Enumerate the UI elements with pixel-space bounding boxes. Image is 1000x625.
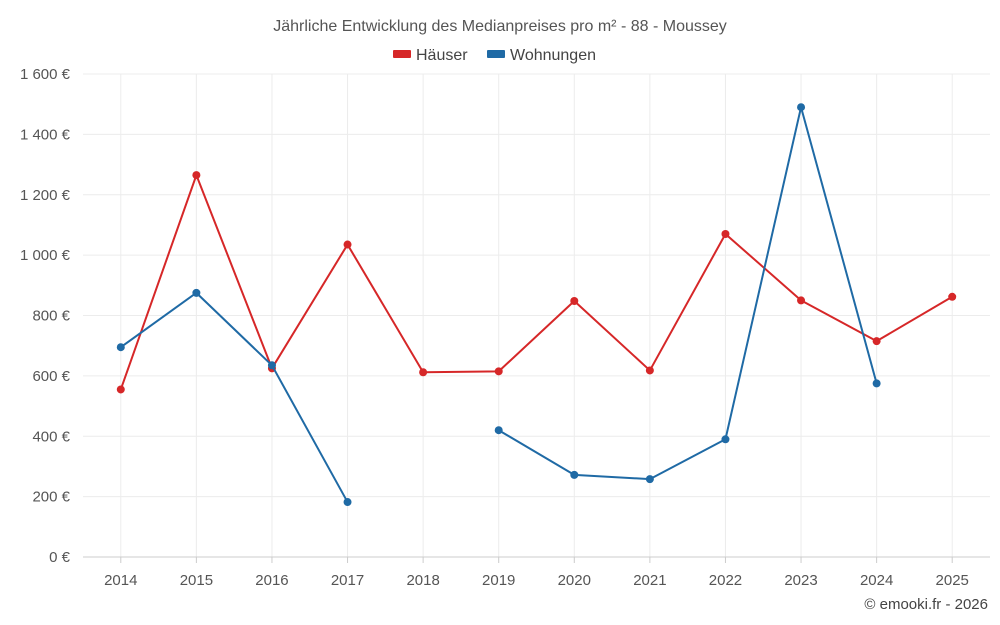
y-tick-label: 1 400 €: [20, 126, 71, 143]
legend-label: Häuser: [416, 47, 468, 64]
series-1: [116, 171, 957, 394]
x-tick-label: 2023: [784, 572, 817, 589]
data-point: [645, 366, 654, 375]
data-point: [192, 288, 201, 297]
y-tick-label: 800 €: [32, 308, 70, 325]
data-point: [645, 475, 654, 484]
x-tick-label: 2025: [936, 572, 969, 589]
data-point: [343, 498, 352, 507]
x-tick-label: 2022: [709, 572, 742, 589]
data-point: [116, 385, 125, 394]
grid: [83, 73, 990, 557]
data-point: [872, 337, 881, 346]
x-tick-label: 2020: [558, 572, 591, 589]
chart-title: Jährliche Entwicklung des Medianpreises …: [273, 18, 727, 35]
x-tick-label: 2017: [331, 572, 364, 589]
series-2: [116, 103, 881, 507]
data-point: [948, 292, 957, 301]
data-point: [570, 470, 579, 479]
x-tick-label: 2024: [860, 572, 893, 589]
series-layer: [116, 103, 957, 507]
legend-swatch: [393, 50, 411, 58]
x-tick-label: 2015: [180, 572, 213, 589]
data-point: [494, 426, 503, 435]
y-tick-label: 400 €: [32, 428, 70, 445]
data-point: [419, 368, 428, 377]
legend-label: Wohnungen: [510, 47, 596, 64]
legend-swatch: [487, 50, 505, 58]
y-axis: 0 € 200 € 400 € 600 € 800 € 1 000 € 1 200 € 1 4…: [20, 66, 71, 566]
data-point: [872, 379, 881, 388]
x-tick-label: 2021: [633, 572, 666, 589]
data-point: [192, 171, 201, 180]
x-tick-label: 2019: [482, 572, 515, 589]
data-point: [494, 367, 503, 376]
data-point: [797, 103, 806, 112]
series-line: [120, 291, 349, 503]
y-tick-label: 1 600 €: [20, 66, 71, 83]
data-point: [343, 240, 352, 249]
x-tick-label: 2016: [255, 572, 288, 589]
data-point: [721, 435, 730, 444]
data-point: [797, 296, 806, 305]
series-line: [498, 106, 878, 481]
legend: Häuser Wohnungen: [393, 47, 596, 64]
data-point: [116, 343, 125, 352]
y-tick-label: 1 000 €: [20, 247, 71, 264]
x-tick-label: 2014: [104, 572, 137, 589]
y-tick-label: 200 €: [32, 489, 70, 506]
x-axis: 2014 2015 2016 2017 2018 2019 2020 2021 2022 2023…: [83, 556, 990, 589]
x-tick-label: 2018: [406, 572, 439, 589]
credit-text: © emooki.fr - 2026: [864, 596, 988, 613]
y-tick-label: 600 €: [32, 368, 70, 385]
y-tick-label: 1 200 €: [20, 187, 71, 204]
data-point: [570, 297, 579, 306]
data-point: [267, 361, 276, 370]
data-point: [721, 229, 730, 238]
y-tick-label: 0 €: [49, 549, 71, 566]
series-line: [119, 174, 953, 390]
